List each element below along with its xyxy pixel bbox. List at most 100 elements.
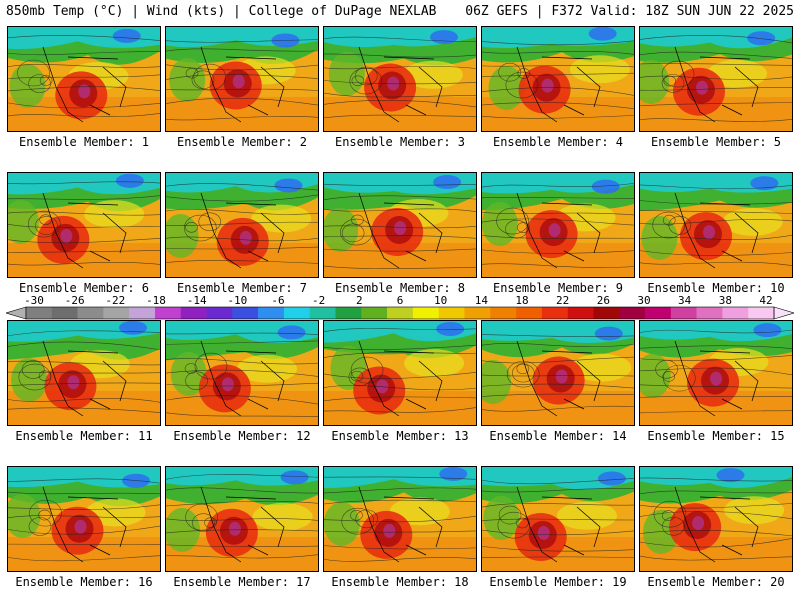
temperature-map [640,467,792,571]
ensemble-member-label: Ensemble Member: 11 [15,429,153,443]
colorbar-swatch [26,307,53,319]
colorbar-swatch [103,307,130,319]
temperature-map [8,321,160,425]
ensemble-panel-15 [639,320,793,426]
colorbar-tick-label: -26 [64,294,85,307]
ensemble-member-label: Ensemble Member: 10 [647,281,785,295]
colorbar-tick-label: 30 [637,294,651,307]
temperature-map [640,173,792,277]
colorbar-swatch [77,307,104,319]
ensemble-member-label: Ensemble Member: 7 [176,281,308,295]
colorbar-swatch [670,307,697,319]
ensemble-member-label: Ensemble Member: 8 [334,281,466,295]
colorbar-tick-label: 34 [678,294,692,307]
ensemble-member-label: Ensemble Member: 16 [15,575,153,589]
ensemble-panel-3 [323,26,477,132]
ensemble-panel-9 [481,172,635,278]
colorbar-tick-label: 42 [759,294,773,307]
colorbar-tick-label: -30 [24,294,44,307]
temperature-map [8,27,160,131]
temperature-map [640,27,792,131]
ensemble-member-label: Ensemble Member: 19 [489,575,627,589]
ensemble-member-label: Ensemble Member: 17 [173,575,311,589]
colorbar-swatch [180,307,207,319]
colorbar-swatch [412,307,439,319]
colorbar-swatch [748,307,775,319]
temperature-map [166,321,318,425]
colorbar-swatch [129,307,156,319]
ensemble-panel-7 [165,172,319,278]
colorbar-swatch [645,307,672,319]
ensemble-panel-18 [323,466,477,572]
colorbar-swatch [438,307,465,319]
colorbar-tick-label: 26 [596,294,610,307]
colorbar-tick-label: -10 [227,294,248,307]
temperature-map [324,27,476,131]
colorbar-outline [25,306,775,320]
colorbar-swatch [258,307,285,319]
colorbar-swatch [490,307,517,319]
ensemble-member-label: Ensemble Member: 20 [647,575,785,589]
ensemble-panel-19 [481,466,635,572]
colorbar-swatch [309,307,336,319]
colorbar-swatch [387,307,414,319]
colorbar-swatch [619,307,646,319]
ensemble-panel-20 [639,466,793,572]
colorbar-swatch [541,307,568,319]
ensemble-panel-12 [165,320,319,426]
ensemble-panel-11 [7,320,161,426]
colorbar-swatch [593,307,620,319]
ensemble-panel-14 [481,320,635,426]
colorbar-swatch [283,307,311,319]
temperature-map [482,321,634,425]
colorbar-tick-label: 38 [718,294,732,307]
colorbar-swatch [154,307,182,319]
ensemble-panel-13 [323,320,477,426]
ensemble-member-label: Ensemble Member: 15 [647,429,785,443]
colorbar-tick-label: 18 [515,294,529,307]
ensemble-panel-10 [639,172,793,278]
colorbar-swatch [335,307,362,319]
colorbar-tick-label: -2 [312,294,326,307]
colorbar-tick-label: 10 [434,294,448,307]
colorbar-tick-label: -18 [146,294,166,307]
ensemble-panel-6 [7,172,161,278]
ensemble-member-label: Ensemble Member: 14 [489,429,627,443]
colorbar-swatch [206,307,233,319]
colorbar-swatch [722,307,749,319]
temperature-map [166,173,318,277]
temperature-map [324,321,476,425]
ensemble-member-label: Ensemble Member: 18 [331,575,469,589]
temperature-colorbar [6,306,794,320]
temperature-map [324,173,476,277]
temperature-map [8,467,160,571]
temperature-map [640,321,792,425]
ensemble-panel-17 [165,466,319,572]
ensemble-member-label: Ensemble Member: 3 [334,135,466,149]
colorbar-swatch [567,307,594,319]
colorbar-swatch [361,307,388,319]
colorbar-max-arrow [773,306,794,320]
temperature-map [8,173,160,277]
ensemble-panel-1 [7,26,161,132]
temperature-map [166,467,318,571]
colorbar-tick-label: -14 [186,294,207,307]
colorbar-tick-label: 14 [474,294,488,307]
temperature-map [482,467,634,571]
colorbar-swatch [51,307,78,319]
temperature-map [482,173,634,277]
colorbar-swatch [516,307,543,319]
ensemble-panel-5 [639,26,793,132]
colorbar-tick-label: -6 [271,294,285,307]
ensemble-member-label: Ensemble Member: 12 [173,429,311,443]
colorbar-tick-label: -22 [105,294,126,307]
ensemble-member-label: Ensemble Member: 2 [176,135,308,149]
ensemble-member-label: Ensemble Member: 6 [18,281,150,295]
colorbar-swatch [696,307,723,319]
model-run-info: 06Z GEFS | F372 Valid: 18Z SUN JUN 22 20… [465,4,794,19]
colorbar-swatch [232,307,259,319]
colorbar-tick-label: 22 [556,294,570,307]
ensemble-member-label: Ensemble Member: 1 [18,135,150,149]
ensemble-panel-2 [165,26,319,132]
colorbar-min-arrow [6,306,27,320]
